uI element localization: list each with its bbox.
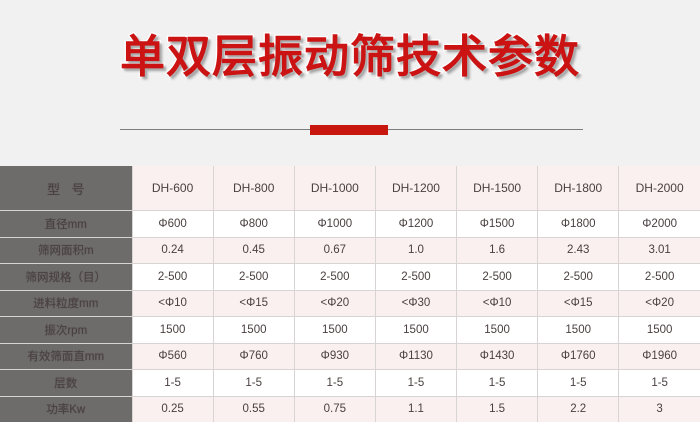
row-label-4: 振次rpm: [0, 316, 133, 344]
cell-7-5: 2.2: [537, 396, 620, 422]
specifications-table: 型 号 DH-600 DH-800 DH-1000 DH-1200 DH-150…: [0, 166, 700, 422]
header-cell-model: 型 号: [0, 166, 133, 211]
page-title: 单双层振动筛技术参数: [119, 30, 581, 84]
cell-3-5: <Φ15: [537, 290, 620, 317]
cell-4-2: 1500: [294, 316, 376, 344]
cell-5-3: Φ1130: [375, 343, 458, 370]
header-cell-model-0: DH-600: [132, 166, 214, 211]
cell-7-6: 3: [618, 396, 700, 422]
row-label-5: 有效筛面直mm: [0, 343, 133, 370]
header-cell-model-4: DH-1500: [456, 166, 539, 211]
title-divider: [120, 125, 583, 135]
table-row: 振次rpm 1500 1500 1500 1500 1500 1500 1500: [0, 316, 700, 344]
cell-2-3: 2-500: [375, 263, 458, 291]
cell-1-3: 1.0: [375, 237, 458, 264]
cell-3-0: <Φ10: [132, 290, 214, 317]
cell-1-1: 0.45: [213, 237, 295, 264]
header-cell-model-2: DH-1000: [294, 166, 376, 211]
cell-5-6: Φ1960: [618, 343, 700, 370]
table-row: 筛网规格（目） 2-500 2-500 2-500 2-500 2-500 2-…: [0, 263, 700, 291]
row-label-2: 筛网规格（目）: [0, 263, 133, 291]
cell-0-3: Φ1200: [375, 210, 458, 238]
header-cell-model-1: DH-800: [213, 166, 295, 211]
cell-0-2: Φ1000: [294, 210, 376, 238]
table-row: 层数 1-5 1-5 1-5 1-5 1-5 1-5 1-5: [0, 369, 700, 397]
row-label-0: 直径mm: [0, 210, 133, 238]
header-cell-model-3: DH-1200: [375, 166, 458, 211]
cell-3-2: <Φ20: [294, 290, 376, 317]
table-row: 直径mm Φ600 Φ800 Φ1000 Φ1200 Φ1500 Φ1800 Φ…: [0, 210, 700, 238]
cell-4-3: 1500: [375, 316, 458, 344]
table-row: 功率Kw 0.25 0.55 0.75 1.1 1.5 2.2 3: [0, 396, 700, 422]
table-row: 筛网面积m 0.24 0.45 0.67 1.0 1.6 2.43 3.01: [0, 237, 700, 264]
cell-6-3: 1-5: [375, 369, 458, 397]
cell-1-2: 0.67: [294, 237, 376, 264]
header-cell-model-5: DH-1800: [537, 166, 620, 211]
divider-accent-bar: [310, 125, 388, 135]
row-label-3: 进料粒度mm: [0, 290, 133, 317]
header-cell-model-6: DH-2000: [618, 166, 700, 211]
cell-4-0: 1500: [132, 316, 214, 344]
cell-2-4: 2-500: [456, 263, 539, 291]
cell-4-6: 1500: [618, 316, 700, 344]
cell-3-4: <Φ10: [456, 290, 539, 317]
cell-6-0: 1-5: [132, 369, 214, 397]
cell-0-0: Φ600: [132, 210, 214, 238]
cell-6-5: 1-5: [537, 369, 620, 397]
cell-5-4: Φ1430: [456, 343, 539, 370]
cell-1-6: 3.01: [618, 237, 700, 264]
cell-1-4: 1.6: [456, 237, 539, 264]
row-label-1: 筛网面积m: [0, 237, 133, 264]
cell-1-5: 2.43: [537, 237, 620, 264]
cell-0-6: Φ2000: [618, 210, 700, 238]
cell-2-0: 2-500: [132, 263, 214, 291]
cell-3-1: <Φ15: [213, 290, 295, 317]
cell-6-1: 1-5: [213, 369, 295, 397]
table-header-row: 型 号 DH-600 DH-800 DH-1000 DH-1200 DH-150…: [0, 166, 700, 211]
cell-5-1: Φ760: [213, 343, 295, 370]
cell-7-2: 0.75: [294, 396, 376, 422]
cell-5-2: Φ930: [294, 343, 376, 370]
cell-2-2: 2-500: [294, 263, 376, 291]
cell-4-1: 1500: [213, 316, 295, 344]
cell-0-5: Φ1800: [537, 210, 620, 238]
cell-7-4: 1.5: [456, 396, 539, 422]
row-label-6: 层数: [0, 369, 133, 397]
title-block: 单双层振动筛技术参数: [0, 0, 700, 166]
cell-4-4: 1500: [456, 316, 539, 344]
cell-1-0: 0.24: [132, 237, 214, 264]
cell-5-5: Φ1760: [537, 343, 620, 370]
cell-6-4: 1-5: [456, 369, 539, 397]
table-row: 进料粒度mm <Φ10 <Φ15 <Φ20 <Φ30 <Φ10 <Φ15 <Φ2…: [0, 290, 700, 317]
table-row: 有效筛面直mm Φ560 Φ760 Φ930 Φ1130 Φ1430 Φ1760…: [0, 343, 700, 370]
cell-0-4: Φ1500: [456, 210, 539, 238]
cell-2-5: 2-500: [537, 263, 620, 291]
cell-2-1: 2-500: [213, 263, 295, 291]
cell-2-6: 2-500: [618, 263, 700, 291]
cell-3-3: <Φ30: [375, 290, 458, 317]
cell-7-1: 0.55: [213, 396, 295, 422]
cell-6-6: 1-5: [618, 369, 700, 397]
cell-6-2: 1-5: [294, 369, 376, 397]
cell-7-0: 0.25: [132, 396, 214, 422]
cell-7-3: 1.1: [375, 396, 458, 422]
cell-3-6: <Φ20: [618, 290, 700, 317]
cell-5-0: Φ560: [132, 343, 214, 370]
cell-0-1: Φ800: [213, 210, 295, 238]
cell-4-5: 1500: [537, 316, 620, 344]
row-label-7: 功率Kw: [0, 396, 133, 422]
